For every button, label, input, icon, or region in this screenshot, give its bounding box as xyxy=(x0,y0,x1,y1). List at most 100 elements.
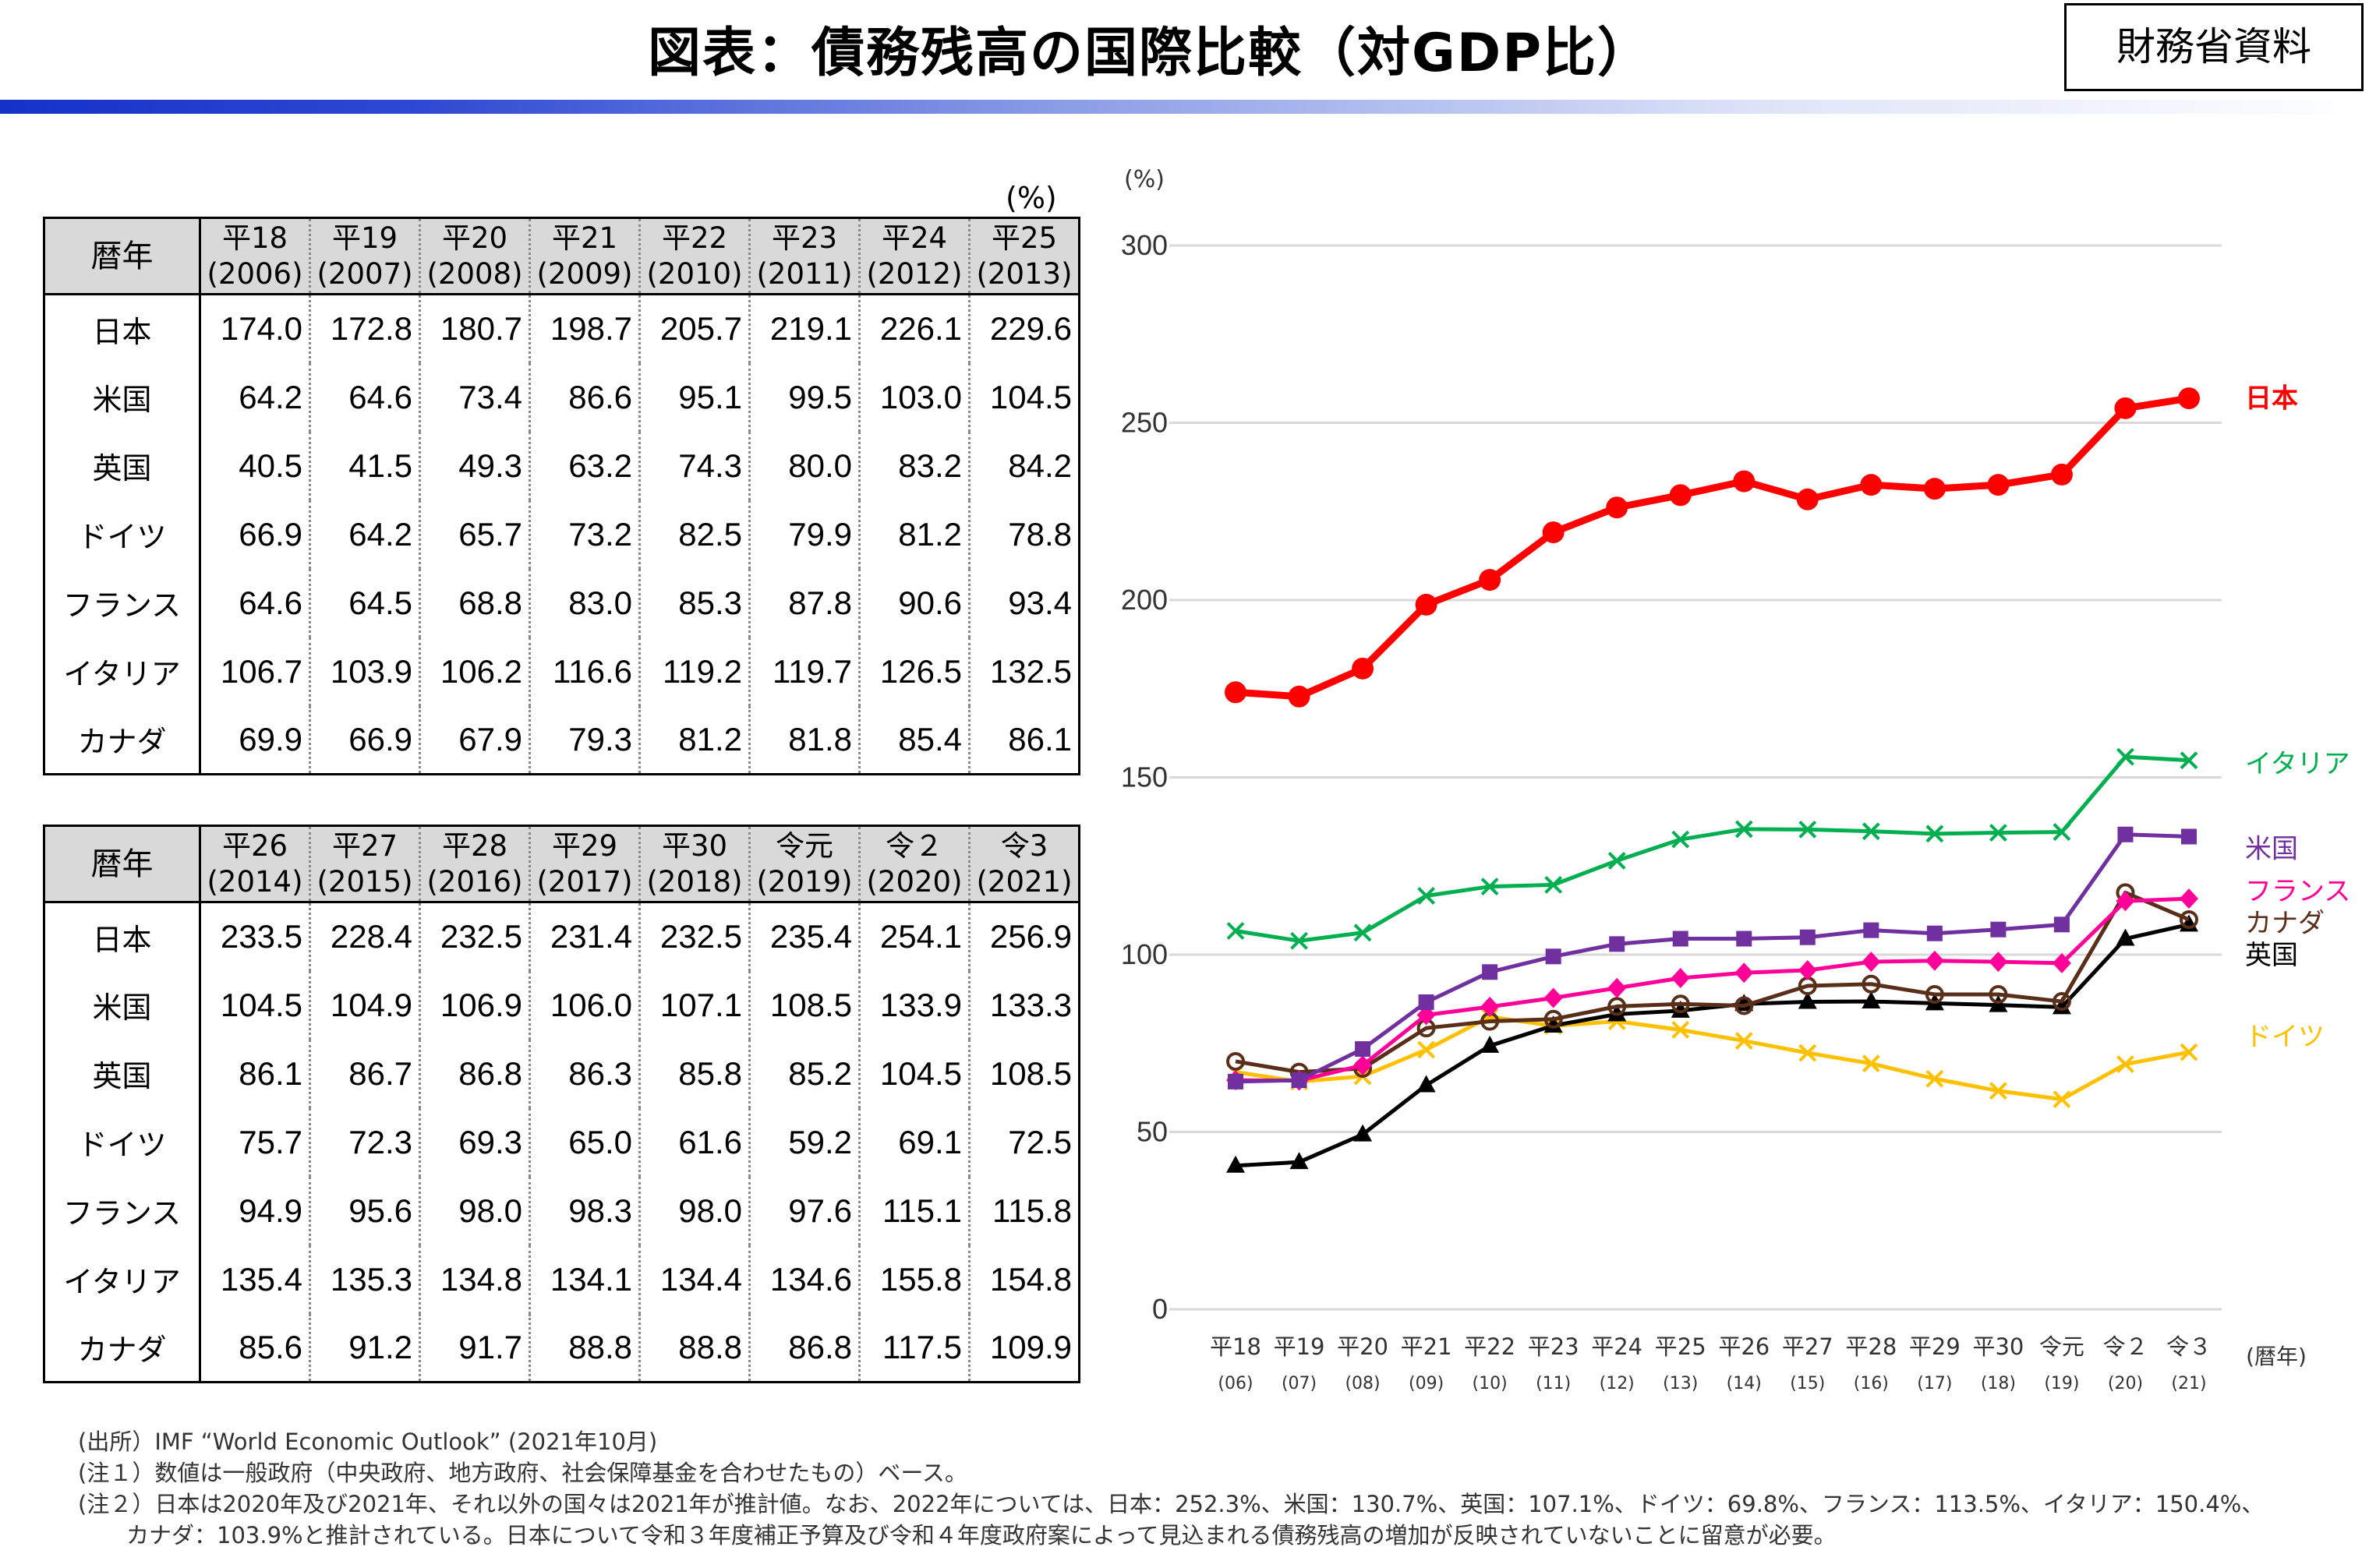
data-point xyxy=(1734,1032,1753,1050)
x-tick-label: 平19 xyxy=(1274,1333,1325,1360)
value-cell: 228.4 xyxy=(309,902,420,971)
data-point xyxy=(1672,931,1688,947)
data-point xyxy=(1482,964,1498,980)
era-year: 平24 xyxy=(881,221,948,255)
data-point xyxy=(1225,681,1246,704)
y-tick-label: 0 xyxy=(1152,1293,1168,1325)
value-cell: 106.2 xyxy=(419,637,530,706)
value-cell: 115.1 xyxy=(858,1176,970,1245)
value-cell: 232.5 xyxy=(419,902,530,971)
table-row: ドイツ 66.9 64.2 65.7 73.2 82.5 79.9 81.2 78.8 xyxy=(44,500,1080,569)
table-row: 日本 233.5 228.4 232.5 231.4 232.5 235.4 254.1 256… xyxy=(44,902,1080,971)
data-point xyxy=(2053,916,2070,933)
value-cell: 81.2 xyxy=(858,500,970,569)
title-underline-bar xyxy=(0,100,2369,114)
data-point xyxy=(2180,751,2198,770)
value-cell: 97.6 xyxy=(748,1176,860,1245)
data-point xyxy=(1290,931,1308,950)
x-tick-label: 平23 xyxy=(1528,1333,1579,1360)
x-tick-label: 平20 xyxy=(1337,1333,1388,1360)
data-point xyxy=(1352,657,1374,680)
x-tick-label: 平24 xyxy=(1591,1333,1642,1360)
value-cell: 64.5 xyxy=(309,568,420,637)
value-cell: 49.3 xyxy=(419,431,530,500)
data-point xyxy=(1226,1051,1245,1071)
value-cell: 85.2 xyxy=(748,1039,860,1108)
ad-year: (2018) xyxy=(646,864,743,899)
ad-year: (2015) xyxy=(316,864,413,899)
ad-year: (2020) xyxy=(866,864,963,899)
data-point xyxy=(1543,987,1563,1008)
value-cell: 78.8 xyxy=(968,500,1080,569)
table-row: 英国 86.1 86.7 86.8 86.3 85.8 85.2 104.5 108.5 xyxy=(44,1039,1080,1108)
era-year: 令元 xyxy=(776,828,833,863)
data-point xyxy=(1671,830,1690,849)
value-cell: 134.8 xyxy=(419,1245,530,1314)
value-cell: 119.7 xyxy=(748,637,860,706)
data-point xyxy=(1926,925,1943,941)
value-cell: 107.1 xyxy=(638,970,750,1040)
value-cell: 83.2 xyxy=(858,431,970,500)
value-cell: 119.2 xyxy=(638,637,750,706)
value-cell: 93.4 xyxy=(968,568,1080,637)
value-cell: 64.2 xyxy=(199,362,310,432)
data-point xyxy=(1669,484,1692,507)
data-point xyxy=(1671,994,1690,1014)
value-cell: 67.9 xyxy=(419,705,530,775)
series-line xyxy=(1235,890,2190,1075)
data-point xyxy=(2117,826,2134,842)
value-cell: 68.8 xyxy=(419,568,530,637)
value-cell: 155.8 xyxy=(858,1245,970,1314)
x-tick-sublabel: (10) xyxy=(1473,1374,1508,1393)
data-point xyxy=(1734,820,1753,839)
data-point xyxy=(2116,928,2135,946)
value-cell: 85.6 xyxy=(199,1313,310,1383)
era-year: 平25 xyxy=(991,221,1058,255)
table-row: 米国 104.5 104.9 106.9 106.0 107.1 108.5 133.9 133… xyxy=(44,970,1080,1040)
note-1: (注１）数値は一般政府（中央政府、地方政府、社会保障基金を合わせたもの）ベース。 xyxy=(78,1460,967,1486)
y-tick-label: 150 xyxy=(1121,761,1168,793)
table-row: 日本 174.0 172.8 180.7 198.7 205.7 219.1 226.1 229… xyxy=(44,294,1080,363)
value-cell: 65.7 xyxy=(419,500,530,569)
data-point xyxy=(1862,822,1880,841)
value-cell: 256.9 xyxy=(968,902,1080,971)
data-point xyxy=(1226,922,1245,940)
value-cell: 64.2 xyxy=(309,500,420,569)
value-cell: 65.0 xyxy=(529,1107,640,1177)
country-cell: 英国 xyxy=(44,1039,201,1108)
data-point xyxy=(1226,1155,1245,1173)
value-cell: 103.0 xyxy=(858,362,970,432)
value-cell: 104.5 xyxy=(858,1039,970,1108)
era-year: 平27 xyxy=(331,828,398,863)
data-point xyxy=(2053,823,2071,841)
era-year: 平29 xyxy=(551,828,618,863)
data-point xyxy=(1863,922,1879,938)
legend-label: イタリア xyxy=(2245,748,2350,779)
value-cell: 134.1 xyxy=(529,1245,640,1314)
x-tick-label: 令元 xyxy=(2039,1333,2084,1360)
x-tick-label: 平18 xyxy=(1210,1333,1261,1360)
value-cell: 75.7 xyxy=(199,1107,310,1177)
page-title: 図表：債務残高の国際比較（対GDP比） xyxy=(647,23,1653,84)
value-cell: 86.8 xyxy=(419,1039,530,1108)
value-cell: 233.5 xyxy=(199,902,310,971)
data-point xyxy=(2180,909,2198,929)
data-point xyxy=(1607,977,1627,998)
value-cell: 73.4 xyxy=(419,362,530,432)
x-tick-sublabel: (16) xyxy=(1854,1374,1889,1393)
table-row: イタリア 135.4 135.3 134.8 134.1 134.4 134.6 155.8 1… xyxy=(44,1245,1080,1314)
x-tick-sublabel: (21) xyxy=(2171,1374,2206,1393)
value-cell: 235.4 xyxy=(748,902,860,971)
legend-label: 日本 xyxy=(2245,383,2298,415)
x-tick-sublabel: (09) xyxy=(1409,1374,1444,1393)
data-point xyxy=(1480,878,1499,896)
x-tick-label: 令３ xyxy=(2166,1333,2212,1360)
x-tick-sublabel: (17) xyxy=(1917,1374,1952,1393)
data-point xyxy=(1989,984,2008,1004)
year-header-cell: 平21 (2009) xyxy=(529,217,640,295)
x-tick-label: 平21 xyxy=(1401,1333,1452,1360)
ad-year: (2013) xyxy=(976,256,1073,291)
value-cell: 86.1 xyxy=(199,1039,310,1108)
data-point xyxy=(1733,470,1756,493)
value-cell: 254.1 xyxy=(858,902,970,971)
